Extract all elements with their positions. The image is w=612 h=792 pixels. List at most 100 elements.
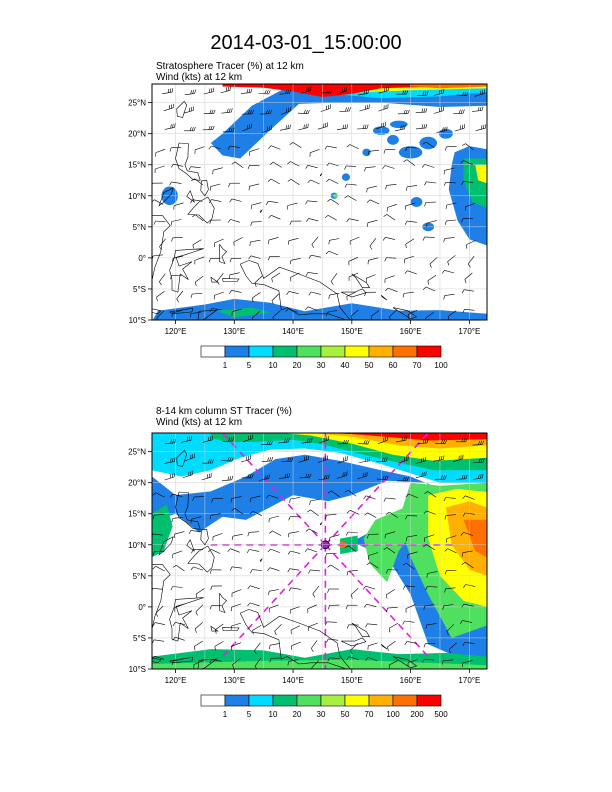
wind-barb (269, 643, 280, 650)
wind-barb (288, 587, 301, 592)
wind-barb (444, 570, 457, 575)
wind-barb (474, 89, 485, 97)
wind-barb (359, 457, 371, 463)
wind-barb (415, 124, 428, 130)
wind-barb (344, 489, 357, 497)
wind-barb (404, 255, 415, 264)
wind-barb (289, 220, 302, 225)
wind-barb (287, 659, 299, 666)
wind-barb (350, 642, 359, 655)
wind-barb (330, 273, 338, 285)
colorbar-label: 5 (247, 361, 252, 370)
coastline (187, 196, 215, 224)
coastline (187, 545, 215, 573)
panel2-field (152, 433, 487, 669)
wind-barb (345, 531, 358, 536)
wind-barb (312, 585, 320, 598)
wind-barb (472, 440, 484, 446)
panel2-colorbar: 1 5 10 20 30 50 70 100 200 500 (200, 694, 448, 719)
wind-barb (152, 566, 165, 572)
wind-barb (268, 604, 279, 613)
wind-barb (287, 550, 301, 555)
wind-barb (192, 496, 204, 501)
wind-barb (290, 625, 301, 635)
wind-barb (297, 109, 310, 115)
wind-barb (357, 89, 369, 96)
wind-barb (426, 571, 438, 578)
wind-barb (443, 237, 455, 243)
wind-barb (405, 185, 418, 191)
wind-barb (212, 167, 223, 175)
wind-barb (416, 91, 429, 96)
wind-barb (462, 642, 475, 647)
wind-barb (291, 641, 302, 650)
wind-barb (258, 89, 271, 95)
wind-barb (433, 455, 445, 462)
wind-barb (152, 199, 164, 205)
wind-barb (365, 623, 378, 628)
wind-barb (367, 219, 378, 227)
wind-barb (363, 495, 376, 500)
wind-barb (462, 309, 475, 314)
wind-barb (344, 195, 357, 201)
wind-barb (472, 106, 484, 112)
wind-barb (174, 603, 185, 612)
wind-barb (194, 275, 204, 287)
colorbar-label: 5 (247, 710, 252, 719)
wind-barb (231, 161, 244, 169)
coastline (351, 273, 371, 288)
coastline (175, 142, 201, 181)
tracer-contour (410, 84, 487, 89)
wind-barb (359, 104, 370, 112)
lon-label: 150°E (341, 676, 363, 685)
wind-barb (459, 620, 473, 624)
wind-barb (184, 89, 196, 96)
colorbar-label: 50 (365, 361, 374, 370)
wind-barb (423, 643, 436, 648)
wind-barb (268, 215, 281, 220)
lat-label: 20°N (128, 479, 146, 488)
wind-barb (368, 552, 379, 560)
wind-barb (250, 221, 262, 226)
wind-barb (156, 290, 165, 302)
wind-barb (461, 603, 474, 608)
wind-barb (327, 564, 340, 571)
wind-barb (327, 657, 340, 662)
coastline (219, 244, 228, 265)
wind-barb (231, 603, 242, 612)
coastline (197, 658, 218, 669)
wind-barb (453, 109, 465, 115)
coastline (222, 627, 240, 631)
lat-label: 10°N (128, 541, 146, 550)
wind-barb (364, 603, 377, 608)
wind-barb (164, 439, 177, 444)
wind-barb (191, 214, 204, 222)
wind-barb (155, 148, 166, 157)
wind-barb (461, 550, 473, 557)
wind-barb (172, 658, 184, 665)
wind-barb (172, 622, 186, 626)
wind-barb (250, 495, 261, 503)
wind-barb (231, 533, 243, 541)
coastline (392, 307, 418, 320)
wind-barb (274, 623, 282, 636)
wind-barb (364, 166, 376, 172)
wind-barb (272, 310, 281, 320)
wind-barb (195, 604, 204, 616)
wind-barb (169, 181, 182, 186)
wind-barb (209, 569, 222, 574)
wind-barb (159, 238, 166, 251)
coastline (222, 278, 240, 282)
wind-barb (344, 545, 357, 552)
wind-barb (163, 103, 174, 112)
lat-label: 10°N (128, 192, 146, 201)
wind-barb (386, 607, 398, 612)
wind-barb (289, 606, 300, 614)
lat-label: 0° (138, 603, 146, 612)
wind-barb (222, 127, 235, 133)
wind-barb (445, 202, 457, 209)
wind-barb (441, 659, 454, 665)
wind-barb (202, 125, 215, 131)
wind-barb (241, 473, 254, 479)
